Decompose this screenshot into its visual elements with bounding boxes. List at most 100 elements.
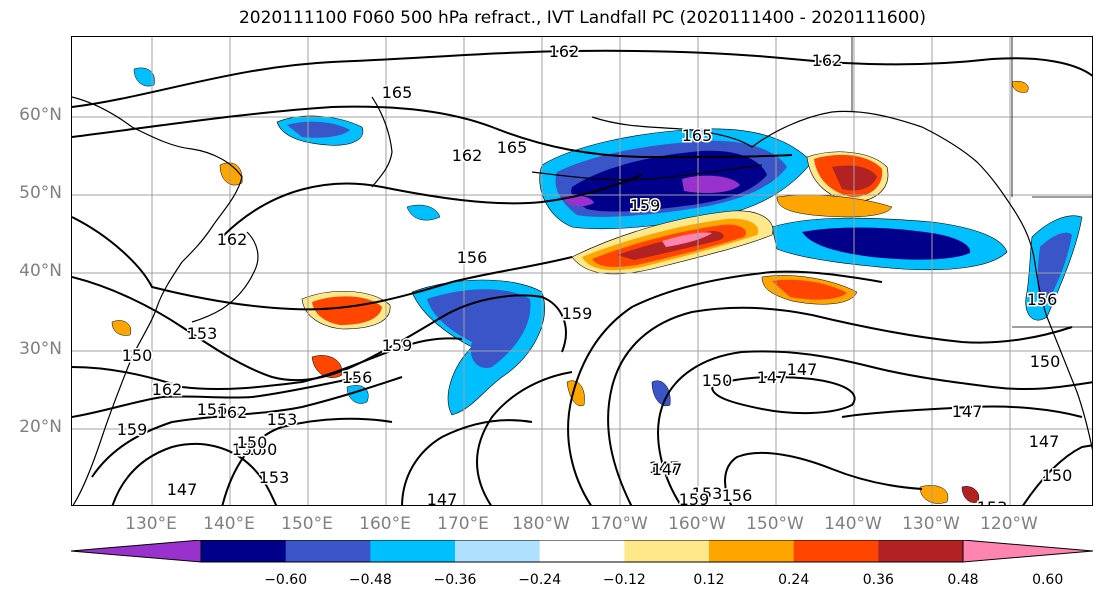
contour-label: 159 xyxy=(117,420,148,439)
contour-label: 147 xyxy=(649,458,680,477)
asia-coastline xyxy=(72,96,243,505)
contour-label: 150 xyxy=(237,433,268,452)
positive-anomaly-region xyxy=(566,380,585,407)
positive-anomaly-region xyxy=(961,486,980,503)
longitude-tick-label: 140°W xyxy=(824,514,882,534)
contour-line xyxy=(657,350,1092,505)
longitude-tick-label: 120°W xyxy=(980,514,1038,534)
longitude-tick-label: 130°W xyxy=(902,514,960,534)
contour-line xyxy=(710,376,856,415)
positive-anomaly-region xyxy=(776,194,893,218)
coastlines xyxy=(72,37,1092,505)
contour-label: 162 xyxy=(452,146,483,165)
colorbar-tick-label: −0.24 xyxy=(518,572,562,588)
colorbar-tick-label: −0.60 xyxy=(264,572,308,588)
colorbar-segment xyxy=(709,540,795,562)
latitude-tick-label: 20°N xyxy=(19,417,62,437)
contour-label: 147 xyxy=(652,460,683,479)
colorbar-tick-label: 0.24 xyxy=(778,572,810,588)
contour-label: 147 xyxy=(952,402,983,421)
contour-label: 165 xyxy=(682,126,713,145)
contour-label: 162 xyxy=(217,403,248,422)
contour-label: 159 xyxy=(679,490,710,506)
colorbar-tick-label: 0.36 xyxy=(862,572,894,588)
map-title: 2020111100 F060 500 hPa refract., IVT La… xyxy=(238,8,926,28)
contour-label: 162 xyxy=(549,42,580,61)
colorbar-segment xyxy=(539,540,625,562)
longitude-tick-label: 160°E xyxy=(359,514,411,534)
contour-line xyxy=(476,371,573,505)
longitude-tick-label: 130°E xyxy=(125,514,177,534)
longitude-tick-label: 160°W xyxy=(668,514,726,534)
contour-line xyxy=(841,405,1083,418)
contour-line xyxy=(91,376,403,478)
contour-label: 153 xyxy=(692,484,723,503)
contour-line xyxy=(1022,444,1092,505)
contour-label: 156 xyxy=(457,248,488,267)
contour-label: 162 xyxy=(812,51,843,70)
colorbar-segment xyxy=(624,540,710,562)
positive-anomaly-region xyxy=(1011,81,1029,93)
positive-anomaly-region xyxy=(772,279,847,300)
contour-label: 156 xyxy=(342,368,373,387)
latitude-tick-label: 40°N xyxy=(19,261,62,281)
positive-anomaly-region xyxy=(111,320,132,336)
contour-label: 156 xyxy=(1027,290,1058,309)
contour-label: 150 xyxy=(1042,466,1073,485)
negative-anomaly-region xyxy=(287,121,350,138)
colorbar-extend-max xyxy=(962,540,1094,563)
contour-line xyxy=(567,270,883,505)
map-canvas: 162 1621651651621651621591561531501621591… xyxy=(72,37,1092,506)
longitude-tick-label: 140°E xyxy=(203,514,255,534)
colorbar-extend-min xyxy=(70,540,202,563)
contour-line xyxy=(72,105,793,159)
contour-label: 147 xyxy=(787,360,818,379)
north-america-coastline xyxy=(1011,206,1092,451)
contour-label: 156 xyxy=(722,486,753,505)
negative-anomaly-region xyxy=(406,204,441,221)
negative-anomaly-region xyxy=(427,289,531,368)
contour-label: 147 xyxy=(1029,432,1060,451)
contour-label: 159 xyxy=(382,336,413,355)
negative-anomaly-region xyxy=(682,175,740,193)
contour-label: 147 xyxy=(167,480,198,499)
longitude-tick-label: 170°W xyxy=(590,514,648,534)
country-border xyxy=(851,37,1092,328)
colorbar-tick-label: 0.12 xyxy=(693,572,725,588)
colorbar-outline xyxy=(200,540,964,563)
contour-labels: 162 1621651651621651621591561531501621591… xyxy=(115,41,1074,506)
map-panel: 162 162 165 165 162 165 162 159 156 153 150 162 159 1… xyxy=(71,36,1093,506)
negative-anomaly-region xyxy=(1037,232,1072,307)
contour-label: 150 xyxy=(1030,352,1061,371)
contour-label: 165 xyxy=(497,138,528,157)
colorbar-segment xyxy=(793,540,879,562)
contour-label: 150 xyxy=(122,346,153,365)
colorbar-tick-label: 0.60 xyxy=(1032,572,1064,588)
contour-label: 156 xyxy=(197,400,228,419)
contour-label: 159 xyxy=(562,304,593,323)
contour-label: 153 xyxy=(187,324,218,343)
aleutian-chain xyxy=(531,164,763,181)
positive-anomaly-region xyxy=(919,485,949,504)
longitude-tick-label: 180°W xyxy=(512,514,570,534)
negative-anomaly-region xyxy=(133,67,155,87)
contour-label: 153 xyxy=(267,410,298,429)
positive-anomaly-region xyxy=(662,232,712,247)
colorbar-segment xyxy=(285,540,371,562)
longitude-tick-label: 150°E xyxy=(281,514,333,534)
negative-anomaly-region xyxy=(802,227,971,260)
colorbar-tick-label: −0.36 xyxy=(433,572,477,588)
contour-label: 147 xyxy=(757,368,788,387)
contour-label: 150 xyxy=(702,371,733,390)
longitude-tick-label: 170°E xyxy=(437,514,489,534)
alaska-coastline xyxy=(591,110,1013,208)
latitude-tick-label: 60°N xyxy=(19,105,62,125)
latitude-tick-label: 50°N xyxy=(19,183,62,203)
contour-label: 147 xyxy=(427,490,458,506)
contour-label: 153 xyxy=(259,468,290,487)
contour-label: 150 xyxy=(247,440,278,459)
contour-line xyxy=(221,174,643,238)
kamchatka-coastline xyxy=(371,96,393,188)
refractivity-contours xyxy=(72,49,1092,505)
shading-layer xyxy=(111,67,1083,504)
